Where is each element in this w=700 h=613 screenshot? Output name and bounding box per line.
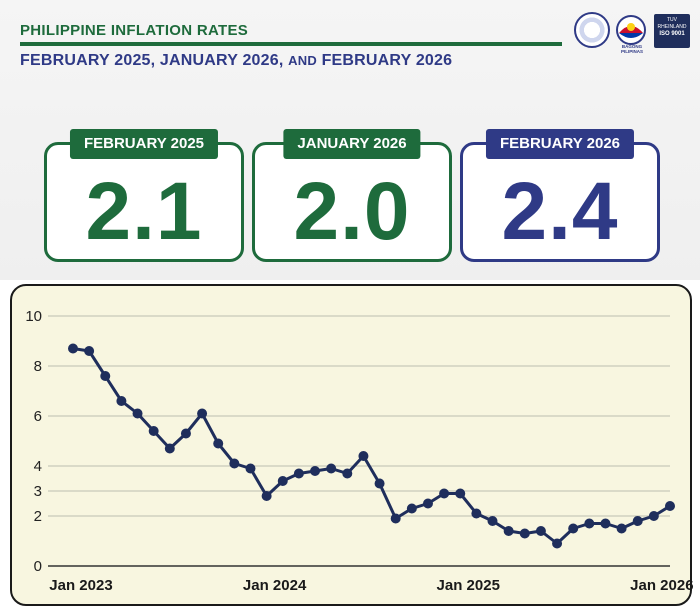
data-point [84,346,95,356]
data-point [665,501,675,511]
subtitle-part-1: FEBRUARY 2025, JANUARY 2026, [20,52,284,69]
data-point [68,343,78,354]
card-january-2026: JANUARY 2026 2.0 [252,129,452,262]
data-point [439,488,450,499]
data-point [132,408,143,419]
data-point [358,451,369,461]
subtitle-and: AND [288,53,317,68]
data-point [519,528,530,539]
y-tick-label: 8 [34,358,42,375]
data-point [277,476,288,486]
data-point [455,488,466,499]
data-point [568,523,579,534]
data-point [293,468,304,479]
card-label: FEBRUARY 2025 [69,129,219,159]
title-underline [20,42,562,46]
y-tick-label: 2 [34,508,42,525]
page-title: PHILIPPINE INFLATION RATES [20,22,249,39]
data-point [342,468,353,479]
card-value: 2.1 [85,166,203,257]
data-point [229,458,240,469]
iso-line-2: ISO 9001 [659,31,685,37]
data-point [261,491,272,501]
data-point [584,518,595,529]
data-point [310,466,321,476]
iso-line-1: TUV RHEINLAND [657,17,687,30]
psa-seal-icon [574,12,610,48]
data-point [632,516,643,526]
y-tick-label: 3 [34,483,42,500]
data-point [164,443,175,454]
iso-certification-badge: TUV RHEINLAND ISO 9001 [654,14,690,48]
data-point [616,523,627,534]
data-point [552,538,563,549]
card-label: FEBRUARY 2026 [485,129,635,159]
card-february-2026: FEBRUARY 2026 2.4 [460,129,660,262]
data-point [245,463,256,474]
chart-panel [10,284,692,606]
data-point [487,516,498,526]
card-value: 2.4 [501,166,619,257]
x-tick-label: Jan 2026 [630,577,693,594]
data-point [148,426,159,436]
y-tick-label: 0 [34,558,42,575]
data-point [197,408,208,419]
data-point [100,371,111,381]
card-label: JANUARY 2026 [283,129,421,159]
data-point [648,511,659,521]
data-point [503,526,514,536]
data-point [390,513,401,524]
data-point [600,518,611,529]
series-line [72,347,671,545]
data-point [406,503,417,514]
data-point [374,478,385,489]
data-point [180,428,191,439]
data-point [213,438,224,449]
y-tick-label: 4 [34,458,42,475]
bagong-pilipinas-logo-icon [616,15,646,45]
data-point [471,508,482,519]
page-subtitle: FEBRUARY 2025, JANUARY 2026, AND FEBRUAR… [20,52,452,70]
card-value: 2.0 [293,166,411,257]
subtitle-part-2: FEBRUARY 2026 [321,52,453,69]
data-point [535,526,546,536]
data-point [116,396,127,406]
x-tick-label: Jan 2025 [437,577,500,594]
bagong-pilipinas-label: BAGONG PILIPINAS [620,44,643,54]
y-tick-label: 6 [34,408,42,425]
data-point [326,463,337,474]
y-tick-label: 10 [25,308,42,325]
data-point [422,498,433,509]
logo-group: BAGONG PILIPINAS TUV RHEINLAND ISO 9001 [570,10,695,54]
x-tick-label: Jan 2024 [243,577,307,594]
card-february-2025: FEBRUARY 2025 2.1 [44,129,244,262]
x-tick-label: Jan 2023 [49,577,112,594]
